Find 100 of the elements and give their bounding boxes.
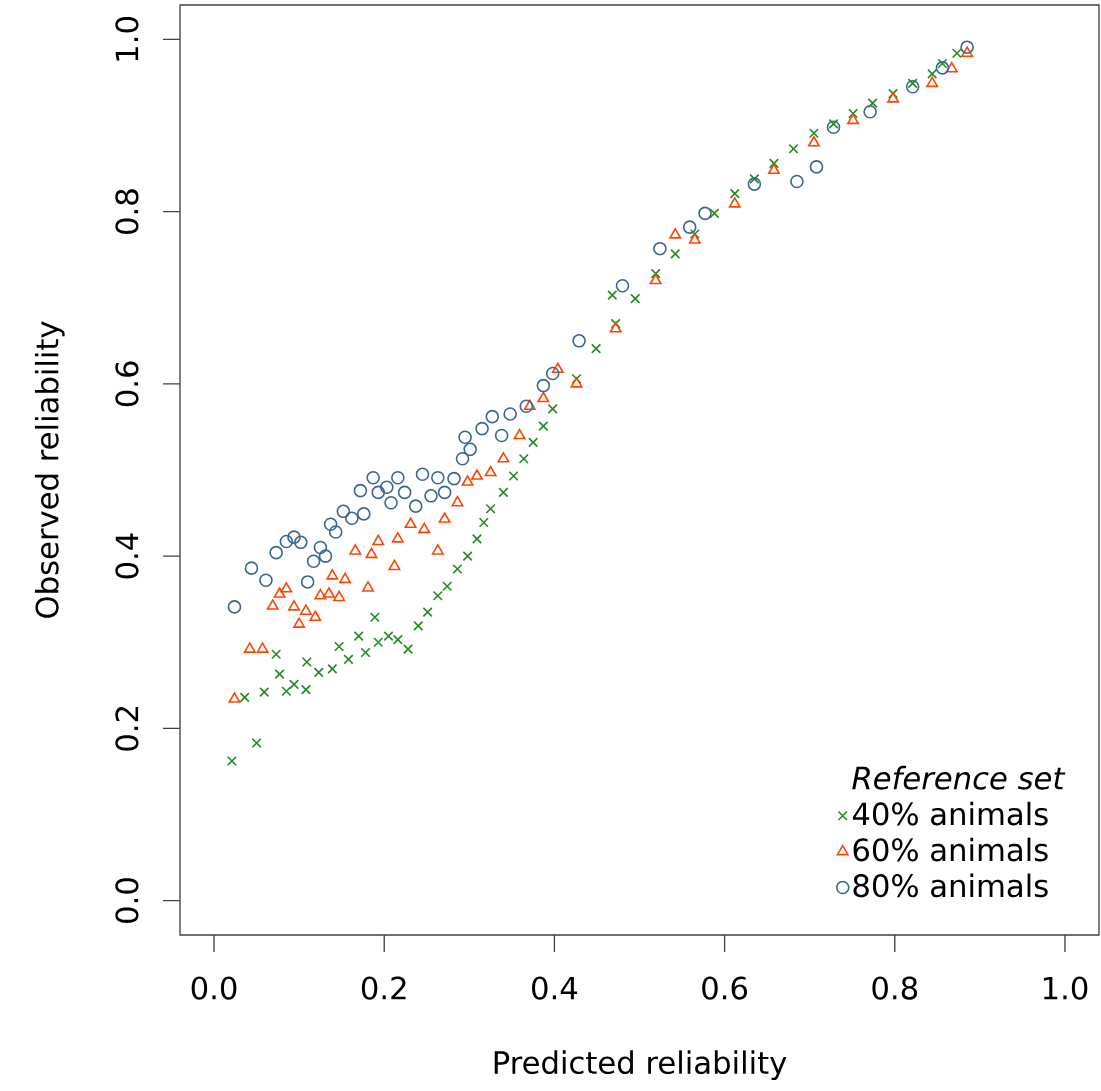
point [365,547,378,559]
point [519,399,534,414]
y-axis-title: Observed reliability [34,321,65,618]
legend-label: 60% animals [853,837,1048,862]
point [418,522,431,534]
point [960,40,974,54]
point [905,79,920,94]
point [328,525,343,539]
point [353,483,368,498]
point [630,293,641,304]
point [404,517,417,529]
point [455,451,470,466]
point [226,756,237,767]
x-tick-label: 0.6 [702,976,748,1000]
point [336,504,351,519]
point [471,533,483,544]
point [391,470,405,485]
point [397,485,412,500]
point [961,46,974,58]
point [259,573,273,588]
point [373,637,384,648]
point [867,98,878,109]
point [747,177,762,191]
point [431,544,444,555]
point [572,334,586,348]
point [353,631,364,642]
point [537,391,550,403]
point [313,667,324,678]
point [239,692,250,703]
point [670,248,681,259]
point [281,686,292,697]
point [299,604,312,616]
point [438,512,451,523]
x-tick-label: 0.0 [191,976,237,1000]
point [478,517,489,528]
point [306,554,321,569]
point [615,278,630,293]
point [888,88,899,99]
point [508,470,519,482]
point [570,377,583,388]
point [343,654,354,665]
point [313,540,328,555]
point [682,220,697,234]
point [228,692,241,703]
point [279,534,294,549]
point [847,113,860,125]
x-tick-label: 1.0 [1043,976,1088,1000]
point [452,563,463,575]
legend-title: Reference set [852,765,1066,790]
point [926,76,939,88]
x-tick-label: 0.8 [872,976,918,1000]
point [863,104,877,119]
point [808,128,819,139]
point [653,241,667,256]
point [767,163,780,175]
point [287,530,301,544]
point [485,409,500,424]
point [269,545,283,560]
point [273,587,286,598]
point [432,590,443,601]
point [327,663,338,674]
point [749,173,760,184]
point [288,679,300,690]
x-tick-label: 0.4 [532,976,578,1000]
x-tick-label: 0.2 [361,976,406,1000]
point [485,503,496,514]
y-tick-label: 1.0 [115,17,139,61]
point [826,120,841,135]
point [259,687,270,698]
point [362,581,375,592]
point [809,160,824,174]
point [538,421,549,432]
point [848,108,859,119]
point [408,499,423,513]
point [369,612,380,623]
point [360,647,371,658]
point [463,442,477,457]
point [484,465,497,477]
point [431,470,445,485]
point [415,467,430,482]
point [349,544,362,555]
point [571,373,582,384]
point [300,575,315,589]
point [528,437,539,448]
point [768,158,779,169]
point [422,607,433,618]
point [300,684,311,695]
point [494,428,509,443]
point [447,471,461,486]
point [294,535,308,550]
point [513,428,526,440]
point [591,343,602,354]
point [607,290,618,301]
point [227,600,242,614]
point [266,599,279,610]
point [536,378,551,393]
point [937,58,948,69]
point [669,228,682,239]
point [728,197,741,208]
point [442,581,453,592]
